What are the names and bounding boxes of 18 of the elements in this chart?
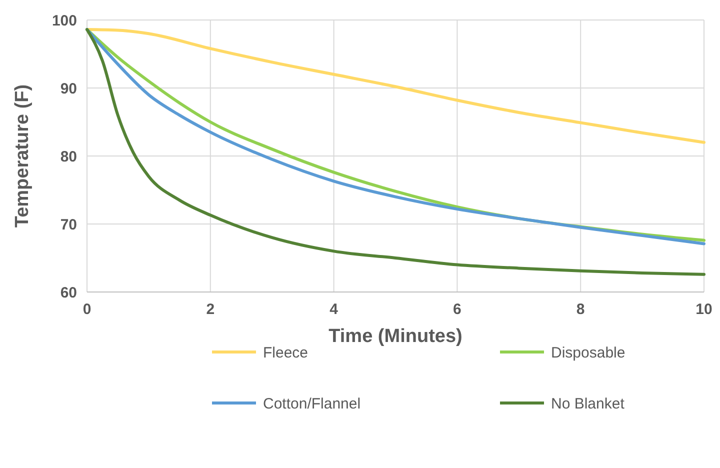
legend-label: Cotton/Flannel bbox=[263, 395, 361, 412]
y-axis-title: Temperature (F) bbox=[12, 84, 33, 228]
x-tick-label: 6 bbox=[453, 301, 462, 318]
legend-label: Fleece bbox=[263, 344, 308, 362]
x-tick-label: 4 bbox=[330, 301, 339, 318]
legend-label: No Blanket bbox=[551, 395, 626, 412]
x-axis-title: Time (Minutes) bbox=[328, 326, 462, 347]
x-tick-label: 2 bbox=[206, 301, 215, 318]
y-tick-label: 60 bbox=[60, 284, 77, 302]
y-tick-label: 80 bbox=[60, 148, 77, 166]
y-tick-label: 90 bbox=[60, 80, 77, 98]
y-tick-label: 100 bbox=[52, 12, 77, 30]
legend-label: Disposable bbox=[551, 344, 626, 362]
y-tick-label: 70 bbox=[60, 216, 77, 234]
x-tick-label: 10 bbox=[696, 301, 712, 318]
line-series bbox=[86, 28, 706, 144]
x-tick-label: 0 bbox=[82, 301, 92, 318]
x-tick-label: 8 bbox=[576, 301, 585, 318]
